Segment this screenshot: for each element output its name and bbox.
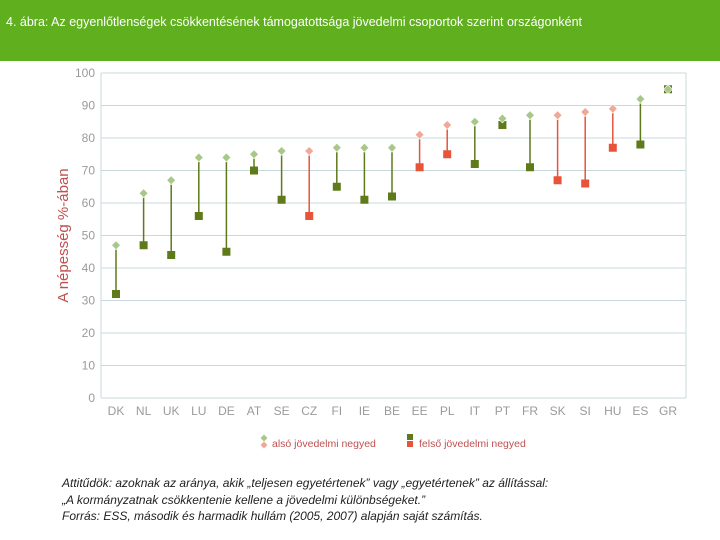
also-marker [359, 142, 370, 153]
x-tick-label: IT [469, 404, 480, 418]
also-marker [635, 94, 646, 104]
also-marker [469, 116, 480, 127]
x-tick-label: PL [440, 404, 455, 418]
legend-felso-swatch [407, 441, 413, 447]
also-marker [442, 120, 453, 130]
felso-marker [388, 192, 396, 201]
y-tick-label: 90 [82, 99, 96, 113]
felso-marker [553, 176, 562, 185]
also-marker [525, 110, 535, 121]
legend-felso-swatch [407, 434, 413, 440]
felso-marker [498, 121, 507, 129]
felso-marker [470, 160, 479, 168]
x-tick-label: SI [580, 404, 591, 418]
y-tick-label: 70 [82, 164, 96, 178]
x-tick-label: CZ [301, 404, 317, 418]
felso-marker [250, 166, 258, 175]
y-axis-label: A népesség %-ában [55, 168, 72, 302]
note-line-2: „A kormányzatnak csökkentenie kellene a … [62, 492, 426, 507]
x-tick-label: GR [659, 404, 677, 418]
also-marker [580, 107, 591, 117]
also-marker [276, 146, 287, 156]
x-tick-label: AT [247, 404, 262, 418]
y-tick-label: 20 [82, 326, 96, 340]
felso-marker [139, 241, 148, 250]
also-marker [497, 113, 508, 124]
legend-felso-label: felső jövedelmi negyed [419, 438, 526, 450]
x-tick-label: SK [550, 404, 566, 418]
also-marker [304, 146, 315, 156]
also-marker [607, 103, 618, 114]
felso-marker [526, 163, 534, 172]
x-tick-label: DE [218, 404, 235, 418]
felso-marker [636, 140, 645, 149]
x-tick-label: FI [331, 404, 342, 418]
y-tick-label: 0 [88, 391, 95, 405]
x-tick-label: NL [136, 404, 152, 418]
legend-also-label: alsó jövedelmi negyed [272, 438, 376, 450]
also-marker [193, 152, 204, 163]
y-tick-label: 80 [82, 131, 96, 145]
legend-also-swatch [260, 434, 268, 442]
chart: 0 10 20 30 40 50 60 70 80 90 100 A népesség %-ában D… [55, 66, 687, 450]
x-tick-label: HU [604, 404, 621, 418]
x-tick-label: LU [191, 404, 206, 418]
felso-marker [167, 251, 176, 259]
also-marker [387, 142, 397, 153]
y-tick-label: 60 [82, 196, 96, 210]
also-marker [138, 188, 149, 199]
x-tick-label: FR [522, 404, 538, 418]
also-marker [166, 175, 177, 186]
y-tick-label: 10 [82, 359, 96, 373]
felso-marker [194, 212, 203, 220]
also-marker [221, 152, 232, 163]
x-tick-label: SE [274, 404, 290, 418]
also-marker [414, 129, 425, 140]
chart-title: 4. ábra: Az egyenlőtlenségek csökkentésé… [6, 15, 583, 29]
also-marker [663, 84, 673, 95]
x-tick-label: DK [108, 404, 125, 418]
felso-marker [277, 195, 286, 204]
chart-notes: Attitűdök: azoknak az aránya, akik „telj… [62, 475, 712, 525]
also-marker [331, 142, 342, 153]
felso-marker [608, 143, 617, 152]
x-tick-label: BE [384, 404, 400, 418]
x-tick-label: EE [412, 404, 428, 418]
y-tick-label: 40 [82, 261, 96, 275]
also-marker [111, 240, 121, 251]
note-line-1: Attitűdök: azoknak az aránya, akik „telj… [62, 476, 549, 490]
y-tick-label: 30 [82, 294, 96, 308]
felso-marker [415, 163, 424, 172]
felso-marker [443, 150, 452, 159]
felso-marker [112, 290, 120, 298]
also-marker [552, 110, 563, 121]
y-tick-label: 100 [75, 66, 95, 80]
felso-marker [332, 182, 341, 191]
felso-marker [305, 212, 314, 220]
felso-marker [360, 195, 369, 204]
y-tick-label: 50 [82, 229, 96, 243]
legend-also-swatch [260, 441, 268, 449]
note-line-3: Forrás: ESS, második és harmadik hullám … [62, 509, 483, 523]
felso-marker [581, 179, 590, 188]
x-tick-label: ES [632, 404, 648, 418]
x-tick-label: PT [495, 404, 511, 418]
x-tick-label: IE [359, 404, 370, 418]
felso-marker [222, 247, 231, 256]
also-marker [249, 149, 259, 160]
header-bar: 4. ábra: Az egyenlőtlenségek csökkentésé… [0, 0, 720, 61]
x-tick-label: UK [163, 404, 180, 418]
